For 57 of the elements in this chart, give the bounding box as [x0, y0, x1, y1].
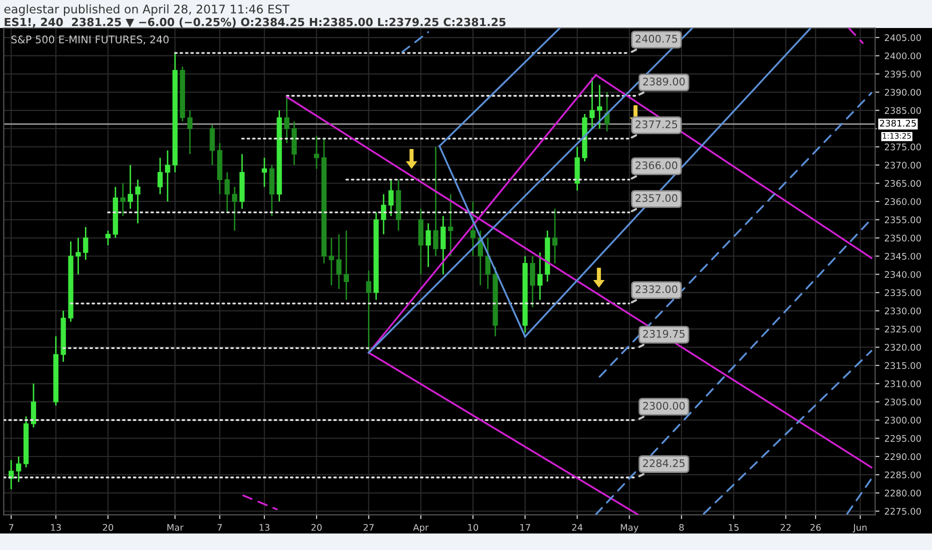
chart-subtitle: eaglestar published on April 28, 2017 11:46 EST [4, 4, 290, 16]
data-label: 2332.00 [636, 285, 678, 294]
x-tick-label: 7 [218, 524, 222, 531]
y-tick-label: 2345.00 [884, 252, 921, 260]
data-label: 2300.00 [643, 402, 685, 410]
data-label: 2284.25 [643, 459, 685, 468]
y-tick-label: 2355.00 [884, 216, 921, 224]
x-tick-label: 20 [102, 524, 114, 531]
x-tick-label: 24 [572, 524, 582, 531]
x-tick-label: 20 [311, 524, 322, 531]
y-tick-label: 2280.00 [884, 490, 921, 496]
x-tick-label: 10 [468, 524, 478, 531]
y-tick-label: 2365.00 [884, 180, 921, 187]
data-label: 2389.00 [643, 78, 685, 86]
y-tick-label: 2405.00 [884, 34, 921, 42]
y-tick-label: 2395.00 [884, 70, 921, 78]
data-label: 2357.00 [636, 194, 678, 202]
y-tick-label: 2325.00 [884, 326, 921, 333]
y-tick-label: 2400.00 [884, 52, 921, 60]
x-tick-label: 7 [9, 524, 14, 531]
y-tick-label: 2390.00 [884, 88, 921, 96]
y-tick-label: 2360.00 [884, 198, 921, 206]
text: ES1!, 240 2381.25 ▼ −6.00 (−0.25%) O:2384.25 H:2385.00 L:2379.25 C:2381.25 [4, 18, 506, 28]
y-tick-label: 2310.00 [884, 380, 921, 388]
y-tick-label: 2335.00 [884, 289, 921, 296]
y-tick-label: 2300.00 [884, 416, 921, 424]
y-tick-label: 2385.00 [884, 107, 921, 114]
data-label: 2319.75 [643, 330, 685, 338]
x-tick-label: 27 [364, 524, 374, 531]
y-tick-label: 2375.00 [884, 144, 921, 150]
y-tick-label: 2315.00 [884, 362, 921, 369]
data-label: 2377.25 [636, 120, 678, 128]
y-tick-label: 2275.00 [884, 508, 921, 515]
ref-line-label: 2381.25 [880, 120, 916, 127]
y-tick-label: 2330.00 [884, 308, 921, 314]
text: S&P 500 E-MINI FUTURES, 240 [11, 36, 169, 44]
x-tick-label: Mar [167, 524, 184, 531]
data-label: 2400.75 [636, 34, 678, 43]
x-tick-label: Jun [852, 524, 867, 532]
x-tick-label: 15 [728, 524, 739, 531]
y-tick-label: 2350.00 [884, 234, 921, 242]
y-tick-label: 2305.00 [884, 398, 921, 406]
y-tick-label: 2340.00 [884, 271, 921, 278]
y-tick-label: 2285.00 [884, 471, 921, 478]
y-tick-label: 2320.00 [884, 344, 921, 351]
x-tick-label: Apr [413, 524, 429, 533]
data-label: 2366.00 [636, 161, 678, 170]
x-tick-label: 13 [51, 524, 61, 531]
y-tick-label: 2370.00 [884, 162, 921, 169]
x-tick-label: May [620, 524, 638, 533]
y-tick-label: 2290.00 [884, 453, 921, 460]
x-tick-label: 8 [679, 524, 684, 531]
x-tick-label: 17 [520, 524, 530, 531]
x-tick-label: 26 [810, 524, 821, 531]
x-tick-label: 13 [260, 524, 270, 531]
x-tick-label: 22 [780, 524, 791, 531]
y-tick-label: 2295.00 [884, 435, 921, 442]
